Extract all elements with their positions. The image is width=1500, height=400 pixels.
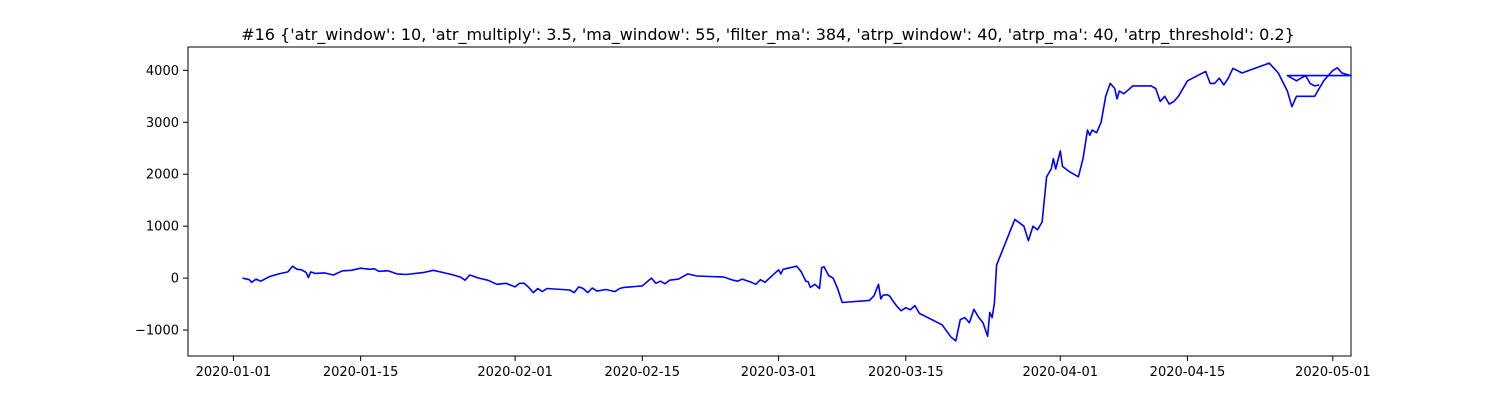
y-tick-label: −1000 bbox=[135, 324, 179, 339]
x-tick-label: 2020-03-01 bbox=[741, 365, 817, 380]
y-axis-ticks: −1000 0 1000 2000 3000 4000 bbox=[135, 64, 188, 339]
x-axis-ticks: 2020-01-01 2020-01-15 2020-02-01 2020-02-15… bbox=[196, 356, 1371, 380]
x-tick-label: 2020-03-15 bbox=[868, 365, 944, 380]
y-tick-label: 0 bbox=[171, 272, 179, 287]
chart-title: #16 {'atr_window': 10, 'atr_multiply': 3… bbox=[241, 25, 1295, 45]
series-layer bbox=[242, 62, 1352, 342]
x-tick-label: 2020-01-15 bbox=[323, 365, 399, 380]
y-tick-label: 4000 bbox=[146, 64, 179, 79]
x-tick-label: 2020-04-15 bbox=[1150, 365, 1226, 380]
series-line-0 bbox=[242, 62, 1352, 342]
x-tick-label: 2020-05-01 bbox=[1295, 365, 1371, 380]
y-tick-label: 3000 bbox=[146, 116, 179, 131]
y-tick-label: 2000 bbox=[146, 168, 179, 183]
x-tick-label: 2020-01-01 bbox=[196, 365, 272, 380]
x-tick-label: 2020-02-01 bbox=[477, 365, 553, 380]
plot-frame bbox=[187, 46, 1352, 357]
x-tick-label: 2020-04-01 bbox=[1022, 365, 1098, 380]
y-tick-label: 1000 bbox=[146, 220, 179, 235]
x-tick-label: 2020-02-15 bbox=[605, 365, 681, 380]
